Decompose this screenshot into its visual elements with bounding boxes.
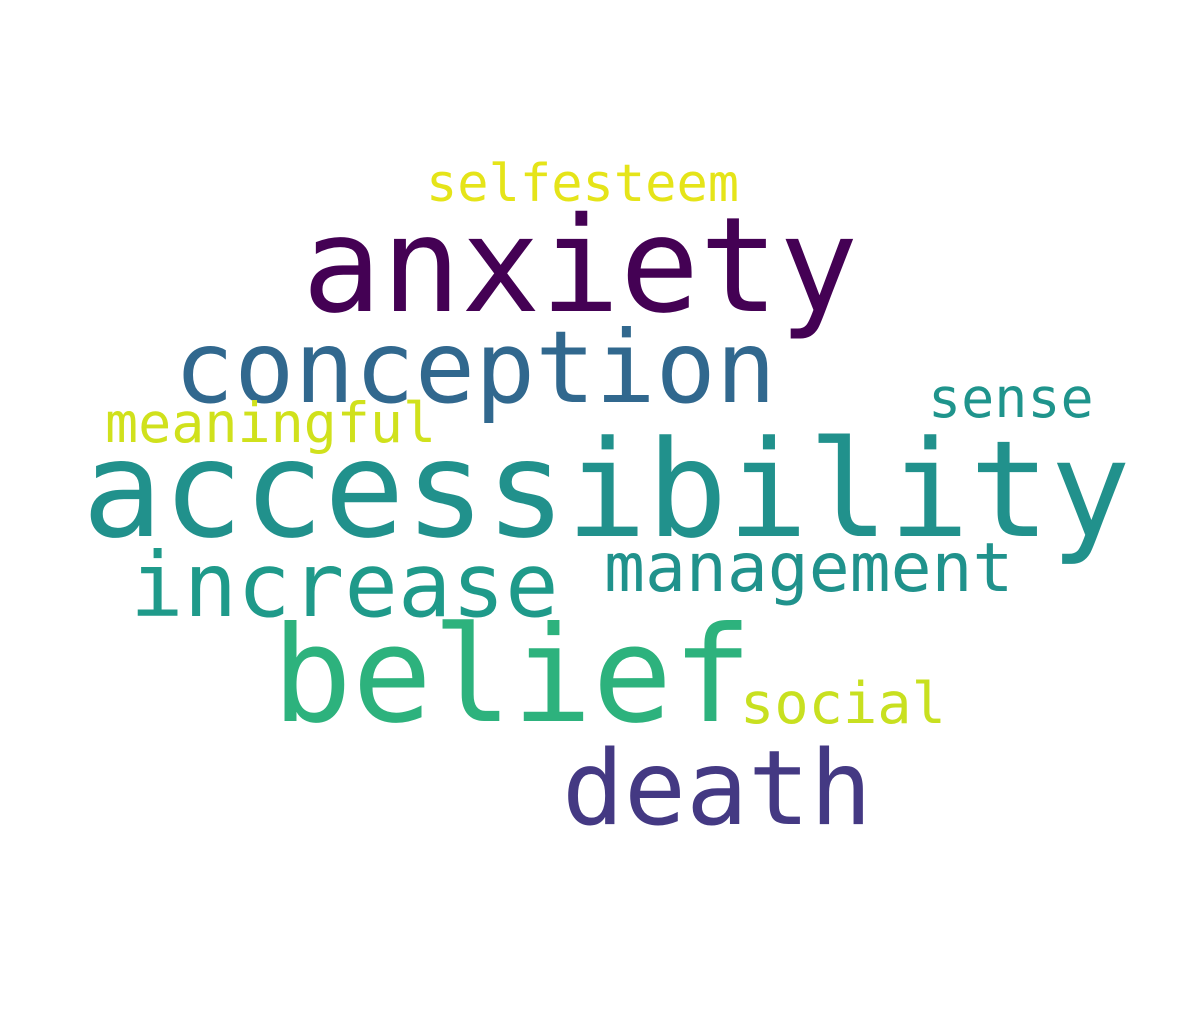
- word-anxiety: anxiety: [302, 189, 859, 343]
- word-increase: increase: [130, 533, 559, 637]
- word-sense: sense: [928, 366, 1094, 430]
- word-meaningful: meaningful: [105, 391, 437, 455]
- word-management: management: [604, 529, 1014, 608]
- word-accessibility: accessibility: [82, 412, 1131, 568]
- word-belief: belief: [272, 599, 753, 753]
- word-selfesteem: selfesteem: [426, 154, 740, 214]
- word-social: social: [740, 671, 946, 737]
- word-conception: conception: [174, 309, 777, 426]
- word-death: death: [562, 729, 873, 849]
